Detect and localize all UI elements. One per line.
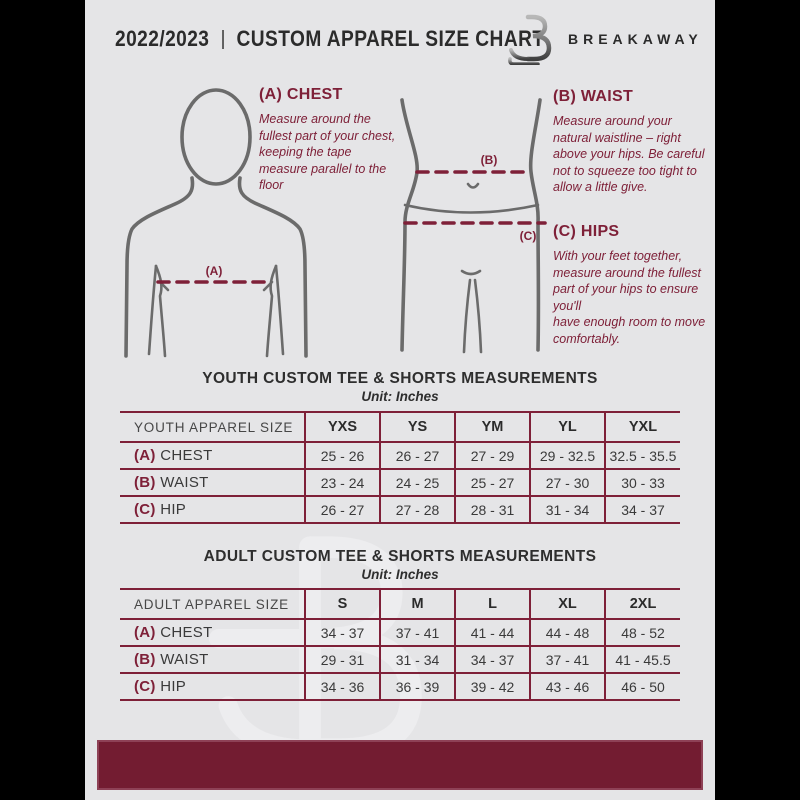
row-letter-prefix: (B) — [134, 651, 156, 668]
waist-guide: (B) WAIST Measure around your natural wa… — [553, 88, 707, 196]
measurement-value-cell: 34 - 37 — [454, 646, 530, 673]
youth-size-table: YOUTH APPAREL SIZE YXS YS YM YL YXL (A) CHEST 2… — [120, 411, 680, 524]
hips-guide-body: With your feet together, measure around … — [553, 249, 706, 346]
waist-guide-body: Measure around your natural waistline – … — [553, 114, 705, 194]
measurement-row: (A) CHEST 34 - 37 37 - 41 41 - 44 44 - 48 48 … — [120, 619, 680, 646]
measurement-value-cell: 46 - 50 — [604, 673, 680, 700]
measurement-value-cell: 44 - 48 — [529, 619, 605, 646]
hips-guide: (C) HIPS With your feet together, measur… — [553, 223, 711, 347]
footer-bar — [97, 740, 703, 790]
row-letter-prefix: (C) — [134, 501, 156, 518]
measurement-value-cell: 27 - 29 — [454, 442, 530, 469]
measurement-value-cell: 30 - 33 — [604, 469, 680, 496]
measurement-value-cell: 31 - 34 — [529, 496, 605, 523]
measurement-value-cell: 34 - 37 — [304, 619, 380, 646]
chest-line-label: (A) — [206, 264, 223, 278]
measurement-value-cell: 27 - 30 — [529, 469, 605, 496]
row-letter-prefix: (C) — [134, 678, 156, 695]
measurement-value-cell: 29 - 31 — [304, 646, 380, 673]
brand-name: BREAKAWAY — [568, 31, 703, 47]
measurement-value-cell: 34 - 37 — [604, 496, 680, 523]
measurement-value-cell: 24 - 25 — [379, 469, 455, 496]
chest-guide-body: Measure around the fullest part of your … — [259, 112, 396, 192]
measurement-value-cell: 25 - 26 — [304, 442, 380, 469]
apparel-size-header-cell: ADULT APPAREL SIZE — [134, 596, 289, 612]
size-column-header: YL — [529, 412, 605, 442]
measurement-value-cell: 41 - 44 — [454, 619, 530, 646]
measurement-row: (A) CHEST 25 - 26 26 - 27 27 - 29 29 - 32.5 3… — [120, 442, 680, 469]
measurement-value-cell: 28 - 31 — [454, 496, 530, 523]
season-year: 2022/2023 — [115, 26, 210, 51]
measurement-value-cell: 41 - 45.5 — [604, 646, 680, 673]
title-separator: | — [220, 27, 226, 50]
row-label-cell: (B) WAIST — [134, 651, 209, 668]
apparel-size-header-cell: YOUTH APPAREL SIZE — [134, 419, 294, 435]
chest-guide: (A) CHEST Measure around the fullest par… — [259, 86, 401, 194]
adult-table-title: ADULT CUSTOM TEE & SHORTS MEASUREMENTS — [203, 548, 597, 565]
measurement-row: (B) WAIST 23 - 24 24 - 25 25 - 27 27 - 30 30 … — [120, 469, 680, 496]
measurement-value-cell: 29 - 32.5 — [529, 442, 605, 469]
row-label-cell: (C) HIP — [134, 678, 187, 695]
measurement-value-cell: 27 - 28 — [379, 496, 455, 523]
measurement-value-cell: 26 - 27 — [304, 496, 380, 523]
row-letter-prefix: (A) — [134, 624, 156, 641]
size-column-header: XL — [529, 589, 605, 619]
size-column-header: 2XL — [604, 589, 680, 619]
size-column-header: YXL — [604, 412, 680, 442]
size-column-header: M — [379, 589, 455, 619]
row-letter-prefix: (B) — [134, 474, 156, 491]
size-chart-page: 2022/2023 | CUSTOM APPAREL SIZE CHART — [85, 0, 715, 800]
page-title: CUSTOM APPAREL SIZE CHART — [236, 26, 545, 51]
table-header-row: ADULT APPAREL SIZE S M L XL 2XL — [120, 589, 680, 619]
chest-measurement-figure: (A) — [124, 88, 308, 358]
measurement-value-cell: 43 - 46 — [529, 673, 605, 700]
row-letter-prefix: (A) — [134, 447, 156, 464]
waist-line-label: (B) — [481, 153, 498, 167]
row-label-cell: (A) CHEST — [134, 624, 213, 641]
breakaway-b-logo-icon — [507, 14, 552, 65]
measurement-row: (B) WAIST 29 - 31 31 - 34 34 - 37 37 - 41 41 … — [120, 646, 680, 673]
row-label-cell: (B) WAIST — [134, 474, 209, 491]
row-label-cell: (C) HIP — [134, 501, 187, 518]
waist-hip-measurement-figure: (B) (C) — [400, 98, 547, 354]
size-column-header: S — [304, 589, 380, 619]
measurement-value-cell: 48 - 52 — [604, 619, 680, 646]
chest-guide-heading: (A) CHEST — [259, 86, 343, 103]
adult-table-unit: Unit: Inches — [361, 567, 439, 582]
size-column-header: L — [454, 589, 530, 619]
row-label-cell: (A) CHEST — [134, 447, 213, 464]
measurement-row: (C) HIP 34 - 36 36 - 39 39 - 42 43 - 46 46 - … — [120, 673, 680, 700]
measurement-value-cell: 26 - 27 — [379, 442, 455, 469]
table-header-row: YOUTH APPAREL SIZE YXS YS YM YL YXL — [120, 412, 680, 442]
youth-table-title: YOUTH CUSTOM TEE & SHORTS MEASUREMENTS — [202, 370, 598, 387]
waist-guide-heading: (B) WAIST — [553, 88, 634, 105]
document-title: 2022/2023 | CUSTOM APPAREL SIZE CHART — [115, 26, 544, 52]
measurement-value-cell: 23 - 24 — [304, 469, 380, 496]
measurement-value-cell: 36 - 39 — [379, 673, 455, 700]
size-column-header: YM — [454, 412, 530, 442]
hips-guide-heading: (C) HIPS — [553, 223, 620, 240]
brand-lockup: BREAKAWAY — [501, 13, 703, 65]
measurement-value-cell: 37 - 41 — [529, 646, 605, 673]
measurement-value-cell: 31 - 34 — [379, 646, 455, 673]
hips-line-label: (C) — [520, 229, 537, 243]
adult-size-table: ADULT APPAREL SIZE S M L XL 2XL (A) CHEST 34 - … — [120, 588, 680, 701]
youth-table-unit: Unit: Inches — [361, 389, 439, 404]
measurement-value-cell: 39 - 42 — [454, 673, 530, 700]
size-column-header: YS — [379, 412, 455, 442]
measurement-row: (C) HIP 26 - 27 27 - 28 28 - 31 31 - 34 34 - … — [120, 496, 680, 523]
measurement-value-cell: 25 - 27 — [454, 469, 530, 496]
measurement-value-cell: 34 - 36 — [304, 673, 380, 700]
measurement-value-cell: 32.5 - 35.5 — [604, 442, 680, 469]
size-column-header: YXS — [304, 412, 380, 442]
measurement-value-cell: 37 - 41 — [379, 619, 455, 646]
